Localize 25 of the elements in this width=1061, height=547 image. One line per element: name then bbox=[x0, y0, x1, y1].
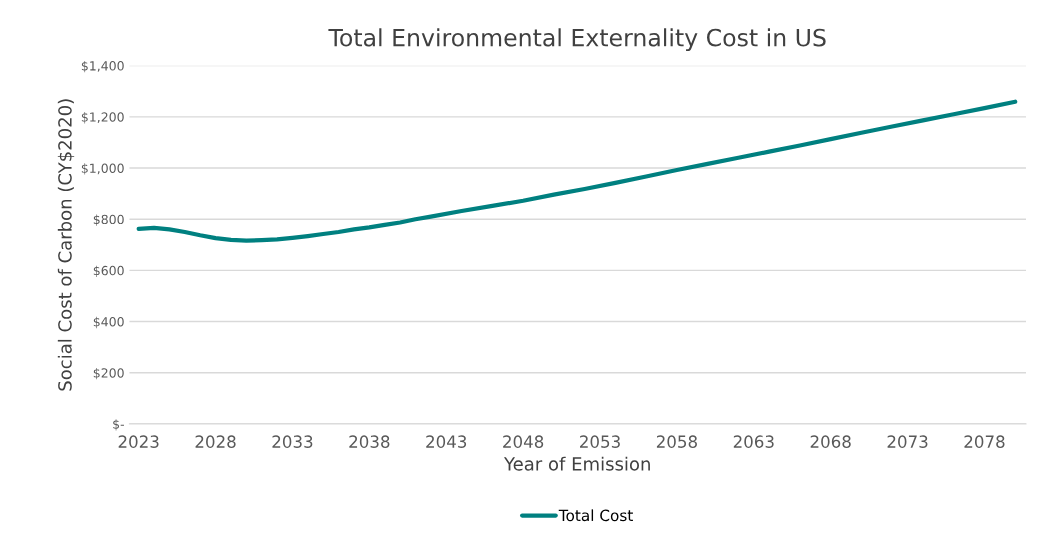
y-tick-label: $200 bbox=[93, 367, 124, 380]
chart-title: Total Environmental Externality Cost in US bbox=[328, 28, 826, 52]
y-tick-label: $1,000 bbox=[81, 163, 124, 175]
x-tick-label: 2048 bbox=[503, 435, 544, 448]
x-tick-label: 2073 bbox=[887, 435, 928, 448]
y-tick-label: $1,400 bbox=[81, 60, 124, 73]
x-tick-label: 2053 bbox=[580, 435, 620, 448]
x-tick-label: 2068 bbox=[810, 435, 851, 448]
y-tick-label: $400 bbox=[93, 316, 124, 329]
legend-label: Total Cost bbox=[558, 509, 633, 522]
y-tick-label: $1,200 bbox=[81, 112, 124, 124]
y-axis-title: Social Cost of Carbon (CY$2020) bbox=[57, 99, 75, 391]
x-tick-label: 2023 bbox=[118, 435, 159, 448]
y-tick-label: $800 bbox=[93, 214, 124, 226]
y-tick-label: $600 bbox=[93, 265, 124, 277]
x-tick-label: 2038 bbox=[349, 435, 390, 448]
x-tick-label: 2043 bbox=[426, 435, 467, 448]
x-tick-label: 2078 bbox=[964, 435, 1005, 448]
line-series bbox=[136, 99, 1018, 243]
x-tick-label: 2058 bbox=[656, 435, 697, 448]
x-axis-title: Year of Emission bbox=[503, 456, 650, 471]
x-tick-label: 2063 bbox=[733, 435, 774, 448]
x-tick-label: 2033 bbox=[272, 435, 313, 448]
y-tick-label: $- bbox=[113, 419, 124, 431]
x-tick-label: 2028 bbox=[195, 435, 236, 448]
